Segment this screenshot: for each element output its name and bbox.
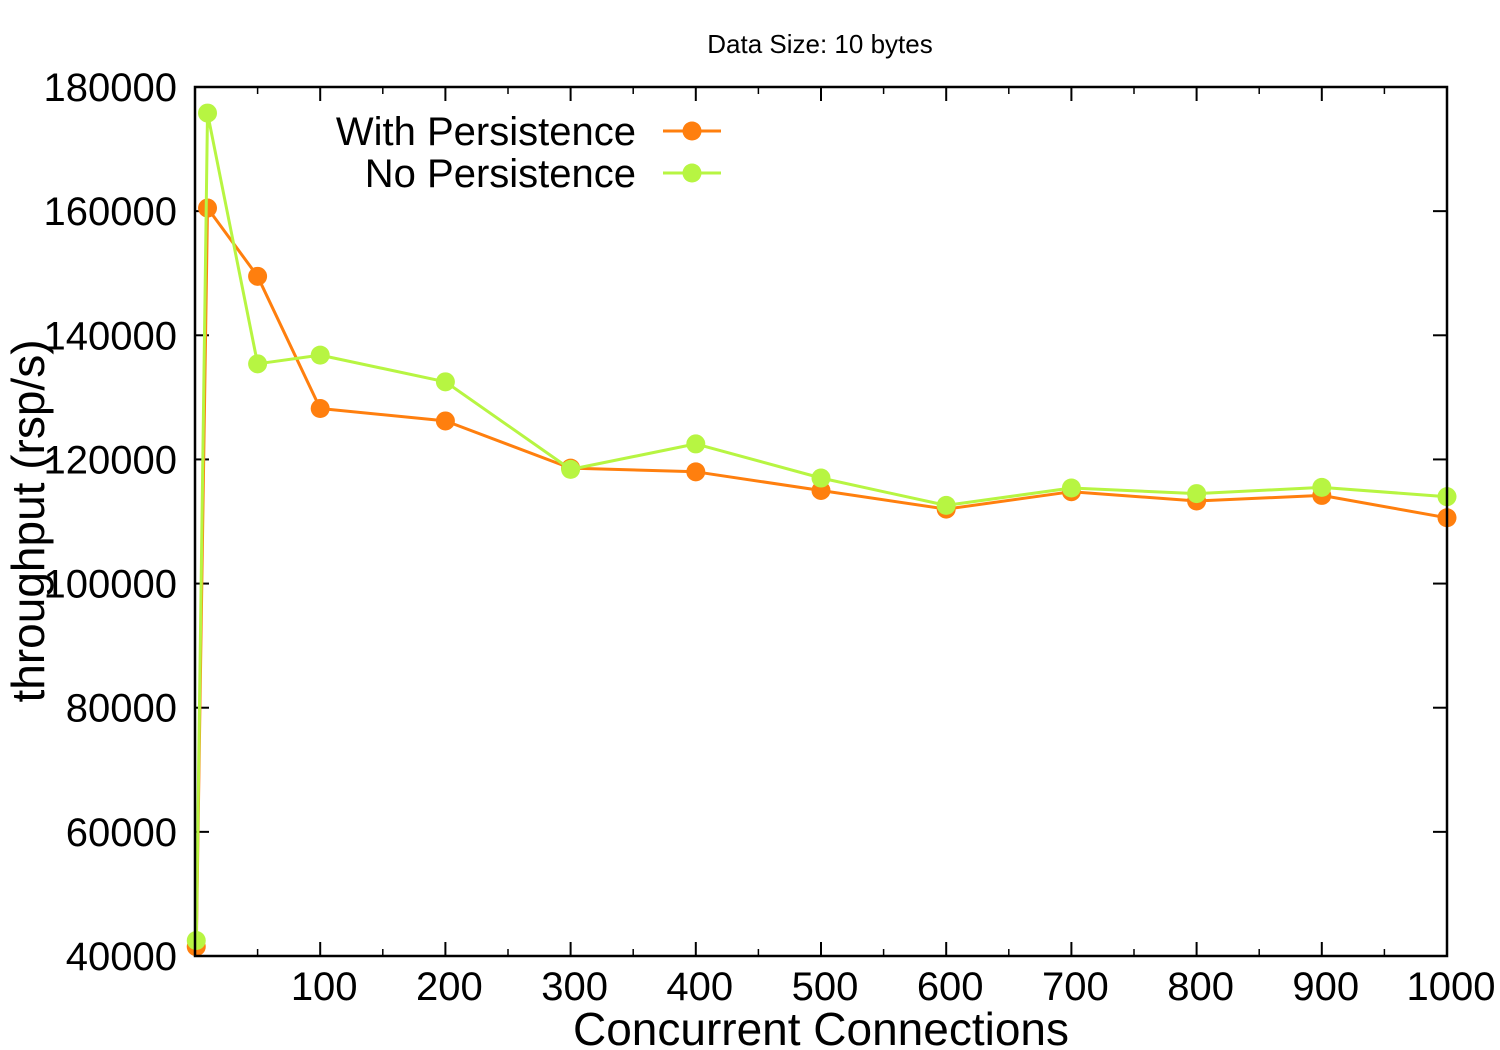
legend-label: With Persistence: [336, 110, 636, 154]
data-point: [561, 459, 581, 479]
y-axis-title: throughput (rsp/s): [2, 339, 54, 702]
data-point: [1187, 484, 1207, 504]
y-tick-label: 180000: [44, 66, 177, 110]
data-point: [1061, 478, 1081, 498]
data-point: [686, 434, 706, 454]
x-tick-label: 500: [792, 965, 859, 1009]
data-point: [435, 372, 455, 392]
series-1: [186, 198, 1457, 957]
data-point: [686, 462, 706, 482]
data-point: [310, 345, 330, 365]
data-point: [248, 266, 268, 286]
x-tick-label: 600: [917, 965, 984, 1009]
legend-marker: [682, 163, 702, 183]
series-line: [194, 206, 1448, 947]
legend-marker: [682, 121, 702, 141]
series-2: [186, 103, 1457, 950]
x-tick-label: 100: [291, 965, 358, 1009]
series-layer: [186, 103, 1457, 957]
data-point: [186, 930, 206, 950]
chart-title: Data Size: 10 bytes: [707, 29, 932, 59]
plot-frame: [193, 85, 1449, 958]
y-tick-label: 160000: [44, 190, 177, 234]
x-tick-label: 900: [1292, 965, 1359, 1009]
x-tick-label: 300: [541, 965, 608, 1009]
data-point: [435, 411, 455, 431]
data-point: [1312, 477, 1332, 497]
x-axis-title: Concurrent Connections: [573, 1003, 1069, 1050]
x-tick-label: 1000: [1407, 965, 1496, 1009]
x-tick-label: 800: [1167, 965, 1234, 1009]
legend-label: No Persistence: [365, 152, 636, 196]
data-point: [811, 468, 831, 488]
axis-ticks: 40000 60000 80000 100000 120000 140000 160000 1…: [44, 66, 1496, 1009]
x-tick-label: 200: [416, 965, 483, 1009]
data-point: [198, 103, 218, 123]
y-tick-label: 100000: [44, 563, 177, 607]
x-tick-label: 700: [1042, 965, 1109, 1009]
data-point: [310, 399, 330, 419]
data-point: [248, 354, 268, 374]
y-tick-label: 120000: [44, 438, 177, 482]
data-point: [936, 495, 956, 515]
y-tick-label: 40000: [66, 935, 177, 979]
x-tick-label: 400: [666, 965, 733, 1009]
series-line: [194, 111, 1448, 941]
y-tick-label: 80000: [66, 687, 177, 731]
y-tick-label: 140000: [44, 314, 177, 358]
y-tick-label: 60000: [66, 811, 177, 855]
